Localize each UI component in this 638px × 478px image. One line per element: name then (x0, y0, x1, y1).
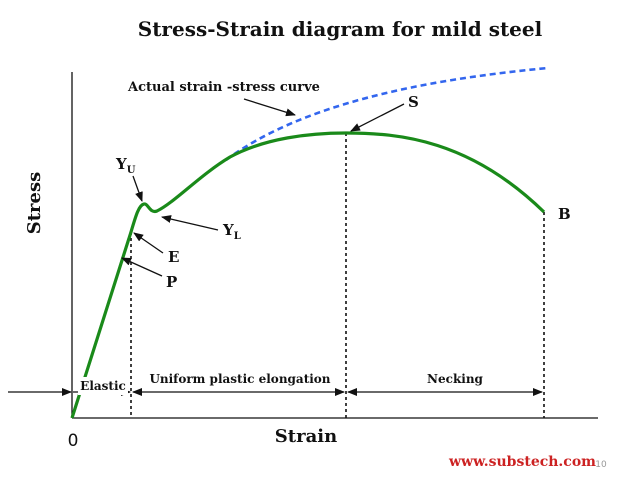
s-point-label: S (408, 93, 419, 111)
x-axis-label: Strain (275, 426, 337, 447)
actual-curve-label: Actual strain -stress curve (127, 80, 320, 95)
diagram-title: Stress-Strain diagram for mild steel (138, 17, 543, 41)
footer-url: www.substech.com (448, 454, 596, 470)
necking-region-label: Necking (427, 372, 484, 386)
elastic-limit-label: E (168, 248, 179, 266)
y-axis-label: Stress (24, 172, 45, 235)
actual-curve-arrow (243, 98, 296, 117)
elastic-limit-arrow (133, 232, 164, 254)
proportional-limit-label: P (166, 273, 177, 291)
proportional-limit-arrow (121, 257, 163, 277)
break-point-label: B (558, 205, 571, 223)
upper-yield-label: YU (115, 155, 136, 176)
necking-label-bg (420, 370, 490, 386)
lower-yield-arrow (161, 215, 219, 231)
elastic-label-bg (78, 377, 128, 395)
upper-yield-arrow (132, 175, 143, 202)
uniform-region-label: Uniform plastic elongation (149, 372, 330, 386)
s-point-arrow (350, 103, 405, 132)
elastic-region-label: Elastic (80, 379, 126, 393)
footer-page-number: 10 (595, 460, 607, 470)
lower-yield-label: YL (222, 221, 241, 242)
actual-curve (225, 66, 549, 162)
engineering-curve (70, 131, 546, 419)
origin-label: 0 (68, 431, 79, 451)
uniform-label-bg (141, 370, 339, 386)
